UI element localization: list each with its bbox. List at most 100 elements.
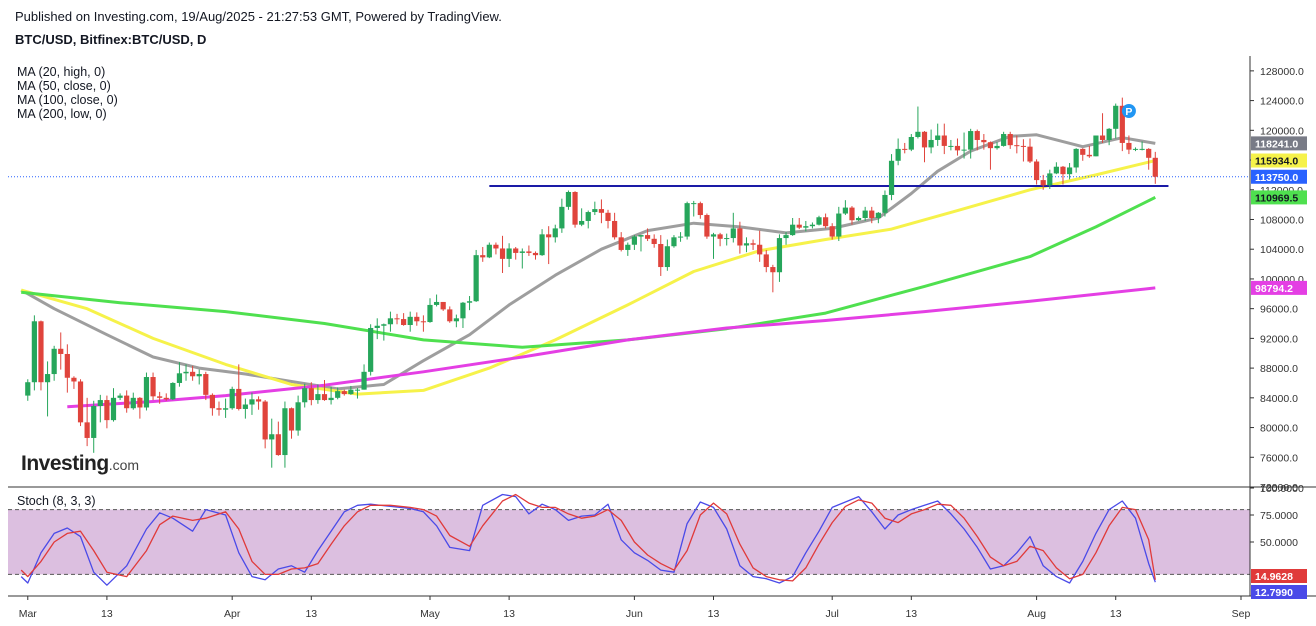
- candle-body: [697, 203, 703, 216]
- candle-body: [836, 213, 842, 237]
- candle-body: [855, 217, 862, 221]
- candle-body: [677, 236, 684, 238]
- price-tag-bg: [1251, 280, 1307, 295]
- candle-body: [842, 207, 848, 214]
- candle-body: [348, 389, 354, 395]
- candle-body: [1106, 128, 1112, 140]
- candle-body: [473, 255, 479, 302]
- candle-body: [559, 206, 565, 229]
- published-caption: Published on Investing.com, 19/Aug/2025 …: [15, 9, 502, 24]
- candle-body: [216, 408, 222, 410]
- candle-body: [796, 224, 802, 228]
- candle-body: [658, 244, 664, 268]
- candle-body: [631, 236, 637, 245]
- stoch-k-tag: 12.7990: [1255, 587, 1293, 599]
- price-tick-label: 104000.0: [1260, 244, 1304, 256]
- candle-body: [1093, 135, 1099, 157]
- candle-body: [361, 371, 367, 390]
- candle-body: [321, 394, 328, 401]
- candle-body: [506, 248, 512, 259]
- candle-body: [315, 394, 321, 401]
- candle-body: [97, 400, 103, 407]
- stoch-line: [20, 493, 1156, 586]
- price-tag: 113750.0: [1255, 172, 1298, 184]
- candle-body: [466, 301, 473, 303]
- candle-body: [117, 395, 123, 398]
- time-tick-label: 13: [305, 608, 317, 620]
- candle-body: [1007, 134, 1013, 146]
- candle-body: [1119, 105, 1125, 143]
- candle-body: [823, 217, 829, 227]
- price-tag: 110969.5: [1255, 192, 1298, 204]
- ma-line-ma-200-low-0-: [67, 286, 1156, 409]
- time-tick-label: May: [420, 608, 441, 620]
- price-tag-bg: [1251, 190, 1307, 205]
- price-tick-label: 88000.0: [1260, 363, 1298, 375]
- candle-body: [143, 377, 150, 408]
- price-tick-label: 124000.0: [1260, 96, 1304, 108]
- legend-ma100[interactable]: MA (100, close, 0): [17, 93, 118, 107]
- candle-body: [176, 373, 183, 383]
- candle-body: [605, 212, 611, 221]
- candle-body: [961, 149, 967, 151]
- candle-body: [91, 406, 97, 438]
- candle-body: [110, 397, 117, 421]
- candle-body: [222, 408, 229, 410]
- candle-body: [44, 374, 51, 383]
- candle-body: [157, 396, 163, 398]
- candle-body: [572, 191, 578, 225]
- candle-body: [183, 371, 189, 374]
- legend-ma20[interactable]: MA (20, high, 0): [17, 65, 106, 79]
- candle-body: [407, 316, 413, 326]
- candle-body: [968, 131, 974, 150]
- candle-body: [974, 131, 980, 140]
- candle-body: [38, 321, 44, 383]
- candle-body: [196, 374, 202, 377]
- candle-body: [981, 139, 987, 143]
- stoch-band: [8, 509, 1250, 575]
- candle-body: [229, 388, 235, 409]
- candle-body: [1027, 146, 1033, 162]
- candle-body: [862, 210, 868, 218]
- price-tag-bg: [1251, 169, 1307, 184]
- candle-body: [150, 377, 156, 397]
- candle-body: [1126, 142, 1132, 150]
- candle-body: [908, 136, 914, 150]
- candle-body: [288, 408, 295, 431]
- legend-ma200[interactable]: MA (200, low, 0): [17, 107, 107, 121]
- candle-body: [255, 399, 262, 402]
- legend-ma50[interactable]: MA (50, close, 0): [17, 79, 111, 93]
- candle-body: [750, 243, 756, 245]
- candle-body: [757, 244, 763, 255]
- candle-body: [651, 238, 657, 245]
- candle-body: [209, 394, 216, 409]
- time-tick-label: Aug: [1027, 608, 1046, 620]
- candle-body: [1113, 105, 1119, 129]
- candle-body: [743, 243, 750, 246]
- candle-body: [170, 382, 176, 400]
- price-tick-label: 108000.0: [1260, 214, 1304, 226]
- candle-body: [25, 382, 31, 396]
- candle-body: [440, 301, 446, 310]
- candle-body: [374, 325, 380, 328]
- candle-body: [776, 238, 783, 273]
- candle-body: [1060, 166, 1066, 175]
- stoch-tick-label: 50.0000: [1260, 537, 1298, 549]
- price-tick-label: 76000.0: [1260, 452, 1298, 464]
- candle-body: [104, 400, 110, 421]
- price-tag-bg: [1251, 136, 1307, 151]
- candle-body: [585, 212, 591, 221]
- price-tick-label: 84000.0: [1260, 393, 1298, 405]
- candle-body: [203, 374, 209, 395]
- candle-body: [420, 321, 426, 323]
- investing-logo: Investing.com: [21, 452, 140, 475]
- candle-body: [427, 304, 433, 323]
- candle-body: [308, 388, 314, 401]
- candle-body: [381, 324, 387, 326]
- candle-body: [684, 203, 690, 237]
- stoch-legend[interactable]: Stoch (8, 3, 3): [17, 494, 96, 508]
- price-tick-label: 80000.0: [1260, 423, 1298, 435]
- candle-body: [499, 248, 506, 259]
- candle-body: [552, 228, 558, 238]
